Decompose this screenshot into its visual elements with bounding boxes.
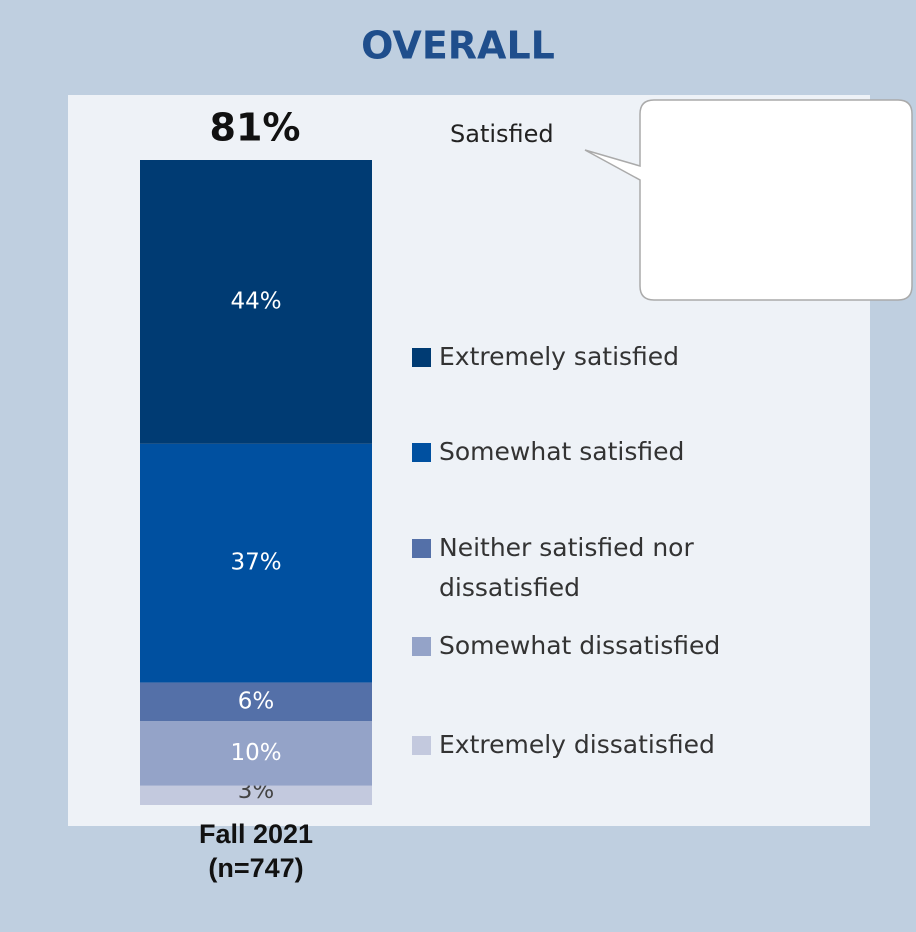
legend-swatch bbox=[412, 443, 431, 462]
legend-item: Extremely satisfied bbox=[412, 337, 832, 377]
data-label: 44% bbox=[230, 288, 281, 314]
bar-segment bbox=[140, 443, 372, 683]
legend-item: Neither satisfied nor dissatisfied bbox=[412, 528, 832, 608]
legend-item: Extremely dissatisfied bbox=[412, 725, 832, 765]
total-annotation: 81% bbox=[210, 106, 301, 150]
legend-item: Somewhat dissatisfied bbox=[412, 626, 832, 666]
legend-label: Extremely satisfied bbox=[439, 342, 680, 371]
legend-label: Somewhat satisfied bbox=[439, 437, 685, 466]
bar-segment bbox=[140, 160, 372, 444]
legend-swatch bbox=[412, 539, 431, 558]
callout bbox=[584, 99, 913, 301]
legend-item: Somewhat satisfied bbox=[412, 432, 832, 472]
legend-swatch bbox=[412, 736, 431, 755]
legend-label: Extremely dissatisfied bbox=[439, 730, 715, 759]
data-label: 10% bbox=[230, 740, 281, 766]
chart-title: OVERALL bbox=[361, 24, 555, 68]
data-label: 37% bbox=[230, 550, 281, 576]
callout-label: Satisfied bbox=[450, 120, 554, 148]
legend-swatch bbox=[412, 348, 431, 367]
data-label: 6% bbox=[238, 688, 275, 714]
bar-segment bbox=[140, 682, 372, 722]
bar-segment bbox=[140, 785, 372, 805]
bar-segment bbox=[140, 721, 372, 786]
x-tick-label: Fall 2021 (n=747) bbox=[198, 819, 314, 883]
legend-swatch bbox=[412, 637, 431, 656]
legend-label: Neither satisfied nor dissatisfied bbox=[439, 533, 694, 602]
legend-label: Somewhat dissatisfied bbox=[439, 631, 721, 660]
